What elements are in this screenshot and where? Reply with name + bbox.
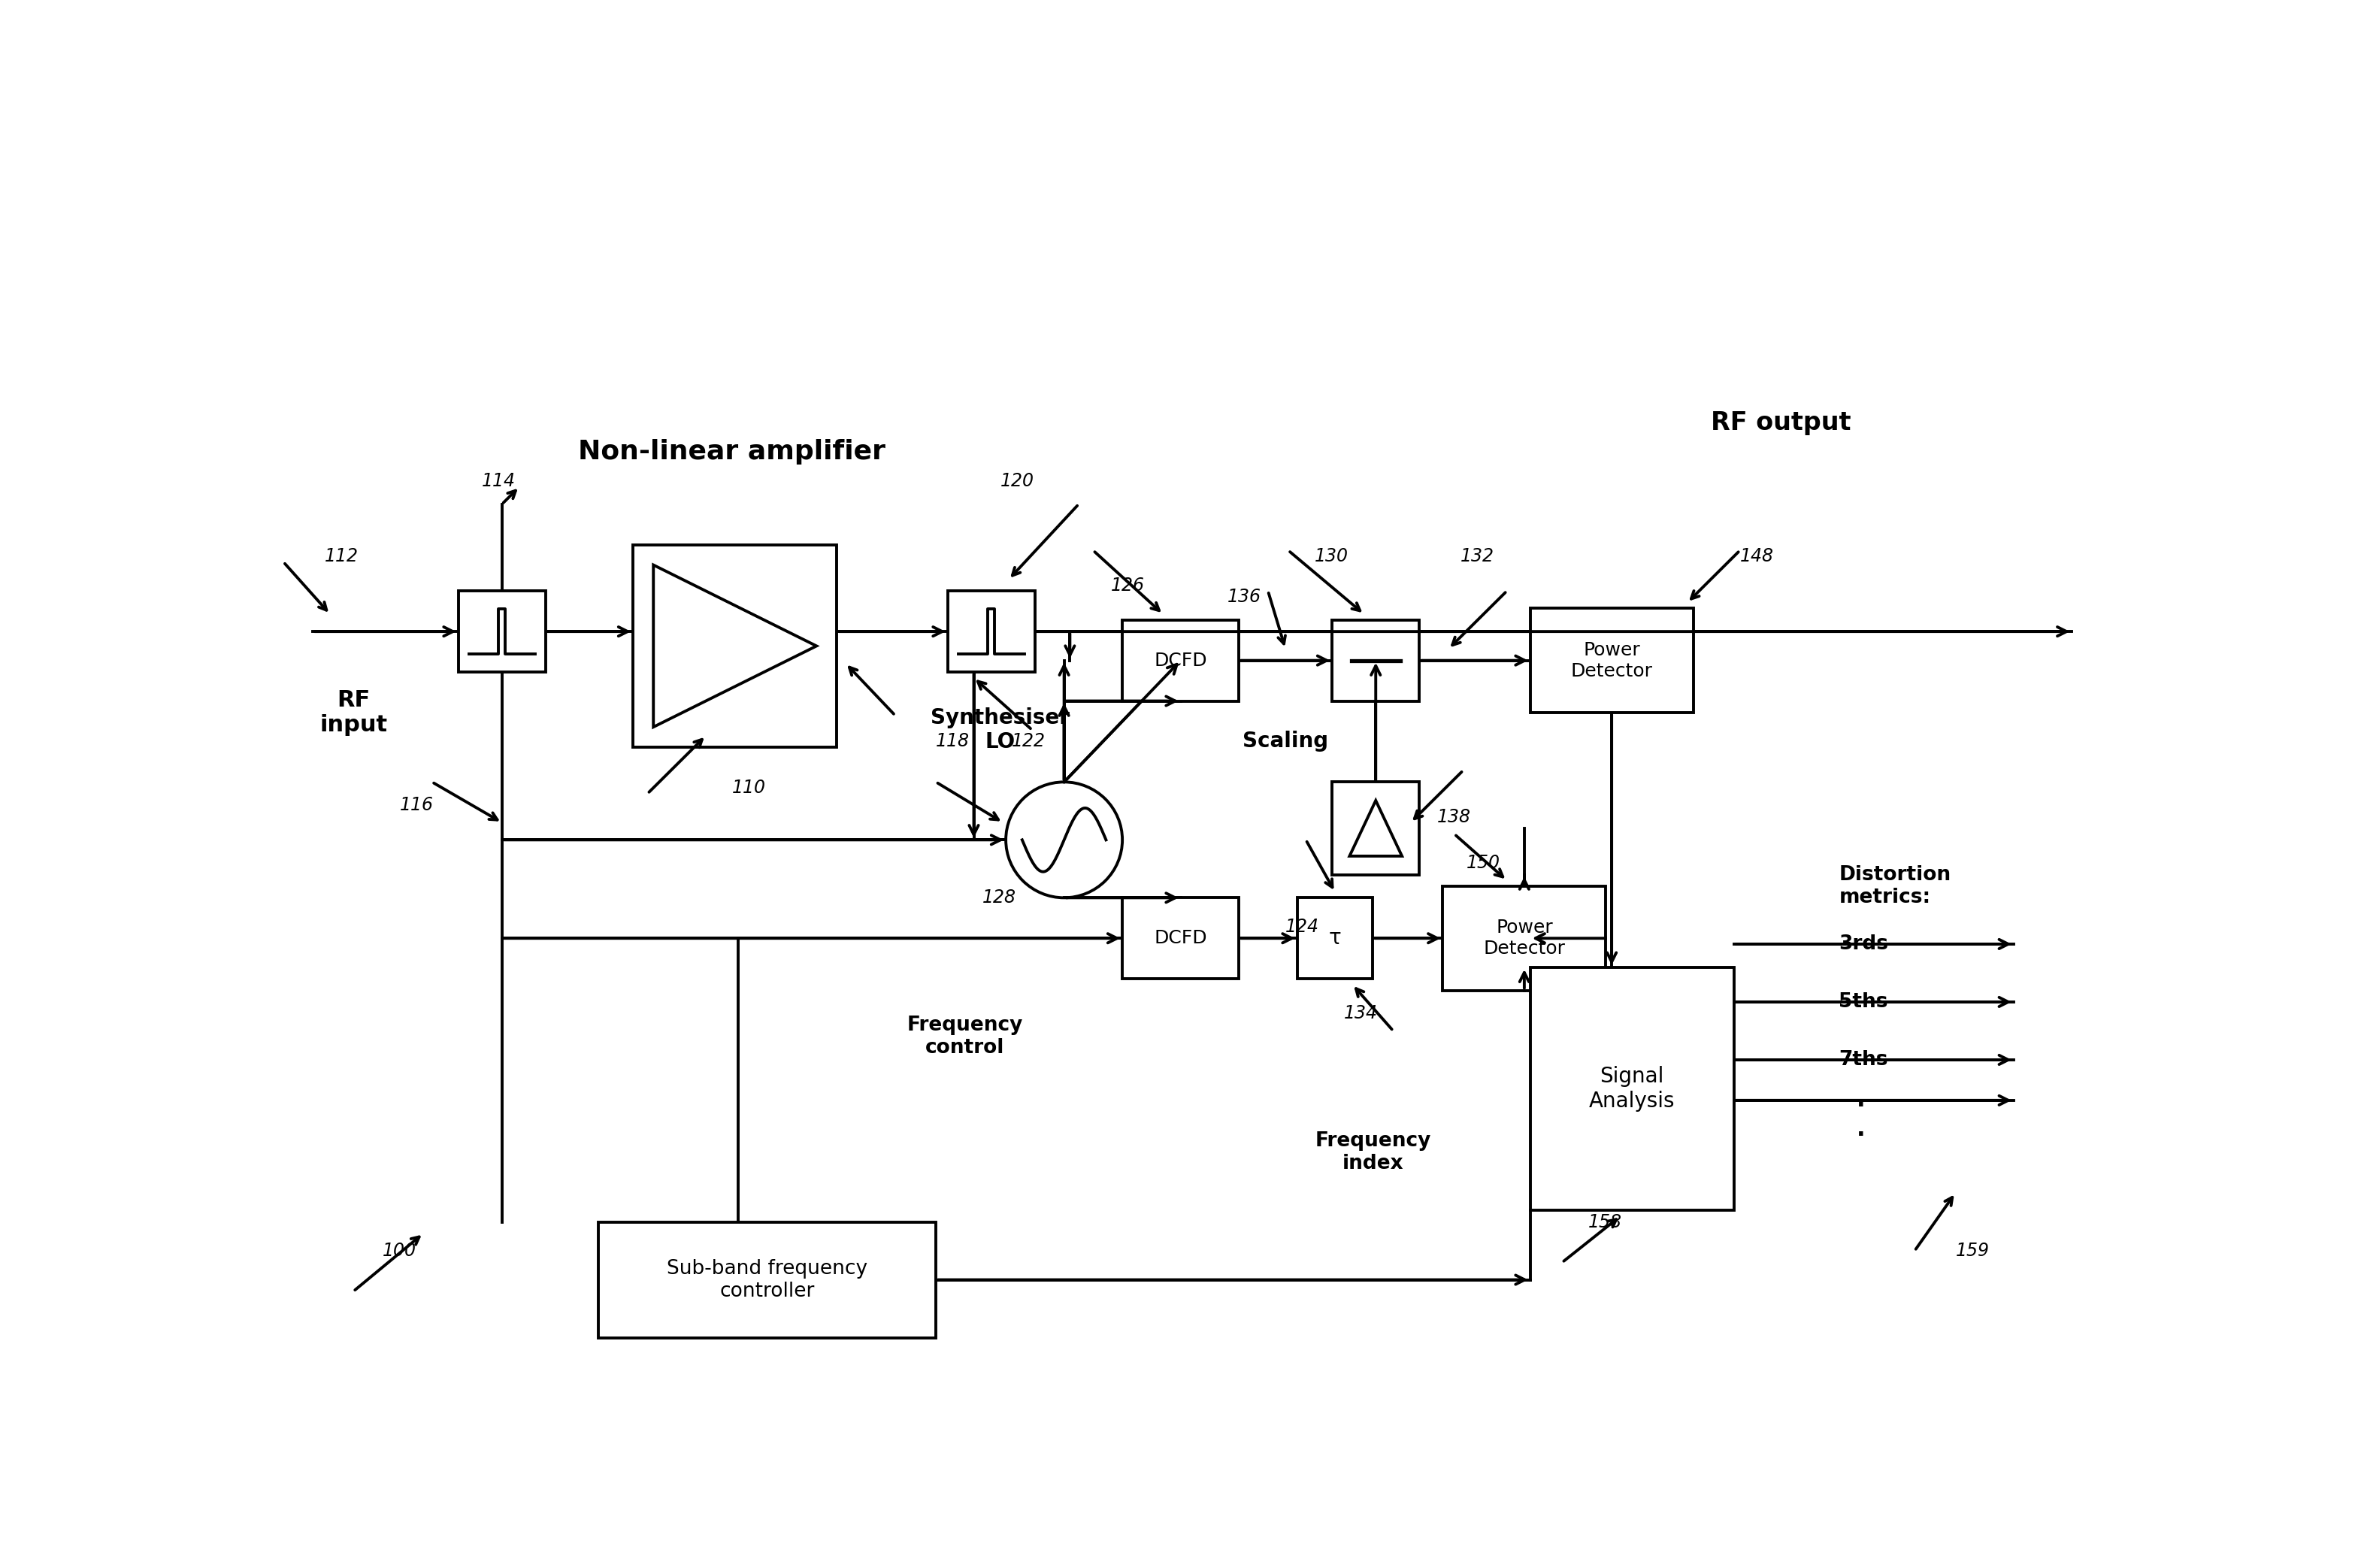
Text: 124: 124 bbox=[1284, 917, 1320, 936]
Text: 118: 118 bbox=[935, 732, 970, 751]
Text: Frequency
index: Frequency index bbox=[1315, 1132, 1431, 1173]
Bar bbox=[1332, 782, 1419, 875]
Text: 7ths: 7ths bbox=[1839, 1051, 1889, 1069]
Text: .: . bbox=[1856, 1090, 1865, 1112]
Text: 136: 136 bbox=[1228, 588, 1261, 605]
Text: 126: 126 bbox=[1110, 575, 1145, 594]
Text: DCFD: DCFD bbox=[1155, 651, 1206, 670]
Bar bbox=[1121, 619, 1240, 701]
Text: 116: 116 bbox=[399, 797, 434, 814]
Text: RF
input: RF input bbox=[319, 688, 387, 735]
Text: 148: 148 bbox=[1740, 547, 1773, 566]
Bar bbox=[1530, 967, 1733, 1210]
Text: 150: 150 bbox=[1466, 855, 1499, 872]
Text: 159: 159 bbox=[1955, 1242, 1990, 1259]
Bar bbox=[1443, 886, 1605, 991]
Text: 138: 138 bbox=[1438, 808, 1471, 826]
Text: Signal
Analysis: Signal Analysis bbox=[1589, 1066, 1674, 1112]
Bar bbox=[1332, 619, 1419, 701]
Text: Power
Detector: Power Detector bbox=[1570, 641, 1653, 681]
Text: DCFD: DCFD bbox=[1155, 930, 1206, 947]
Text: 130: 130 bbox=[1315, 547, 1348, 566]
Text: 3rds: 3rds bbox=[1839, 935, 1889, 953]
Text: Scaling: Scaling bbox=[1242, 731, 1329, 753]
Text: τ: τ bbox=[1329, 928, 1341, 949]
Bar bbox=[947, 591, 1034, 673]
Text: 122: 122 bbox=[1011, 732, 1046, 751]
Text: 5ths: 5ths bbox=[1839, 993, 1889, 1011]
Text: 110: 110 bbox=[732, 779, 765, 797]
Bar bbox=[1121, 898, 1240, 978]
Text: Frequency
control: Frequency control bbox=[907, 1016, 1022, 1058]
Text: RF output: RF output bbox=[1709, 411, 1851, 436]
Text: 112: 112 bbox=[323, 547, 359, 566]
Text: Power
Detector: Power Detector bbox=[1483, 919, 1565, 958]
Bar bbox=[1530, 608, 1693, 712]
Text: Sub-band frequency
controller: Sub-band frequency controller bbox=[666, 1259, 866, 1301]
Text: 100: 100 bbox=[382, 1242, 416, 1259]
Text: .: . bbox=[1856, 1118, 1865, 1140]
Text: 158: 158 bbox=[1589, 1214, 1622, 1231]
Bar bbox=[1296, 898, 1372, 978]
Text: Synthesiser
LO: Synthesiser LO bbox=[930, 707, 1070, 753]
Text: Distortion
metrics:: Distortion metrics: bbox=[1839, 866, 1950, 908]
Text: 128: 128 bbox=[982, 889, 1015, 906]
Text: 120: 120 bbox=[1001, 472, 1034, 491]
Text: 132: 132 bbox=[1459, 547, 1495, 566]
Bar bbox=[458, 591, 545, 673]
Text: 134: 134 bbox=[1343, 1005, 1376, 1022]
Bar bbox=[597, 1221, 935, 1338]
Text: 114: 114 bbox=[482, 472, 515, 491]
Text: Non-linear amplifier: Non-linear amplifier bbox=[578, 439, 885, 464]
Bar bbox=[633, 544, 836, 748]
